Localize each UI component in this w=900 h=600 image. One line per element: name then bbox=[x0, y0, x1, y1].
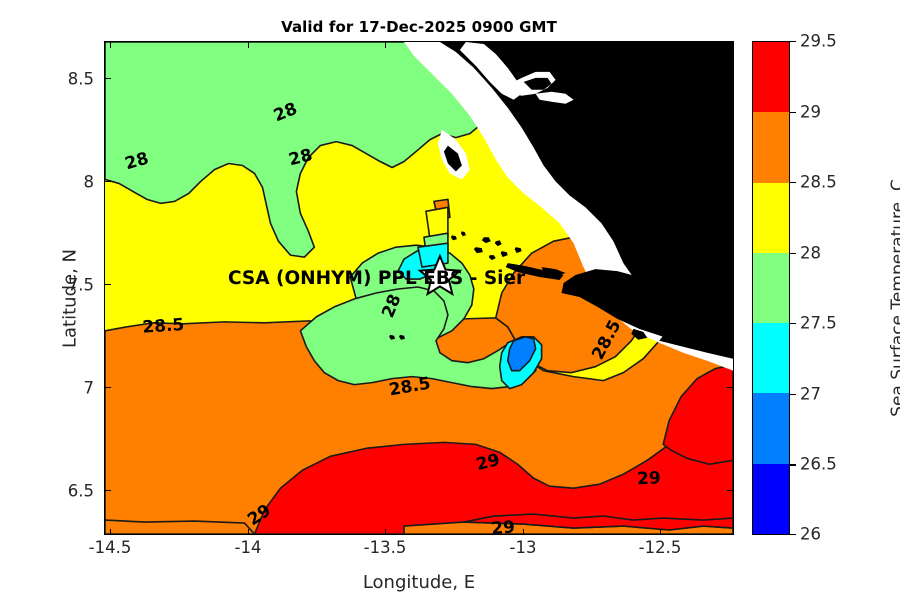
x-axis-label: Longitude, E bbox=[362, 572, 476, 593]
ytick-label: 8.5 bbox=[67, 69, 94, 89]
ytick-label: 7 bbox=[83, 378, 95, 398]
colorbar-tick bbox=[790, 182, 796, 184]
colorbar-band-29-29.5 bbox=[753, 42, 789, 113]
colorbar-tick bbox=[790, 41, 796, 43]
colorbar-tick bbox=[790, 393, 796, 396]
colorbar-band-26.5-27 bbox=[753, 393, 789, 464]
colorbar-band-28-28.5 bbox=[753, 182, 789, 253]
xtick-mark bbox=[660, 529, 662, 535]
colorbar-tick bbox=[790, 464, 796, 466]
colorbar-band-26-26.5 bbox=[753, 463, 789, 534]
station-star-icon bbox=[417, 253, 463, 297]
ytick-label: 6.5 bbox=[67, 481, 94, 501]
xtick-mark-top bbox=[385, 42, 387, 48]
colorbar-tick bbox=[790, 111, 796, 113]
colorbar-tick-label: 29 bbox=[800, 102, 821, 122]
colorbar-tick-label: 26 bbox=[800, 524, 821, 544]
svg-text:28.5: 28.5 bbox=[142, 314, 185, 337]
ytick-mark bbox=[105, 490, 111, 492]
ytick-label: 7.5 bbox=[67, 275, 94, 295]
map-axes[interactable]: 28 28 28 28 28.5 28.5 28.5 29 29 29 29 bbox=[104, 41, 734, 535]
ytick-mark-right bbox=[727, 387, 733, 389]
colorbar-tick-label: 28.5 bbox=[800, 172, 837, 192]
colorbar-band-27.5-28 bbox=[753, 252, 789, 324]
colorbar-band-27-27.5 bbox=[753, 323, 789, 394]
colorbar-tick-label: 28 bbox=[800, 243, 821, 263]
sst-contour-plot: 28 28 28 28 28.5 28.5 28.5 29 29 29 29 bbox=[105, 42, 733, 534]
colorbar-axis-label: Sea Surface Temperature, C bbox=[888, 179, 900, 417]
ytick-mark bbox=[105, 387, 111, 389]
colorbar-tick-label: 26.5 bbox=[800, 454, 837, 474]
ytick-mark-right bbox=[727, 490, 733, 492]
xtick-mark-top bbox=[523, 42, 525, 48]
colorbar[interactable] bbox=[752, 41, 790, 535]
xtick-label: -13 bbox=[509, 538, 537, 557]
svg-text:29: 29 bbox=[637, 467, 661, 488]
xtick-mark bbox=[523, 529, 525, 535]
xtick-label: -14.5 bbox=[88, 538, 132, 557]
ytick-mark bbox=[105, 78, 111, 80]
xtick-mark bbox=[248, 529, 250, 535]
ytick-mark-right bbox=[727, 181, 733, 183]
xtick-label: -13.5 bbox=[363, 538, 407, 557]
ytick-mark bbox=[105, 181, 111, 183]
figure-title: Valid for 17-Dec-2025 0900 GMT bbox=[281, 18, 557, 36]
ytick-mark-right bbox=[727, 78, 733, 80]
colorbar-tick-label: 27.5 bbox=[800, 313, 837, 333]
y-axis-label: Latitude, N bbox=[59, 249, 81, 348]
xtick-label: -14 bbox=[234, 538, 262, 557]
xtick-mark-top bbox=[660, 42, 662, 48]
xtick-mark bbox=[385, 529, 387, 535]
ytick-label: 8 bbox=[83, 172, 95, 192]
xtick-mark-top bbox=[248, 42, 250, 48]
colorbar-tick-label: 27 bbox=[800, 384, 821, 404]
colorbar-band-28.5-29 bbox=[753, 112, 789, 183]
xtick-mark-top bbox=[110, 42, 112, 48]
colorbar-tick bbox=[790, 252, 796, 254]
ytick-mark bbox=[105, 284, 111, 286]
colorbar-tick-label: 29.5 bbox=[800, 31, 837, 51]
svg-text:29: 29 bbox=[491, 516, 516, 534]
xtick-label: -12.5 bbox=[638, 538, 682, 557]
colorbar-tick bbox=[790, 323, 796, 325]
contour-labels: 28 28 28 28 28.5 28.5 28.5 29 29 29 29 bbox=[123, 98, 661, 534]
colorbar-tick bbox=[790, 534, 796, 536]
xtick-mark bbox=[110, 529, 112, 535]
ytick-mark-right bbox=[727, 284, 733, 286]
